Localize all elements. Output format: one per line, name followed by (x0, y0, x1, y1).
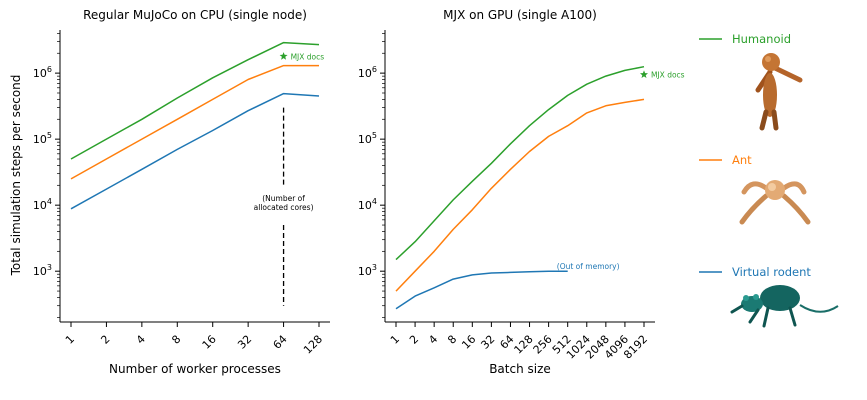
gpu-chart-title: MJX on GPU (single A100) (443, 8, 597, 22)
cpu-y-tick-label: 105 (33, 131, 52, 146)
gpu-x-tick-label: 256 (531, 333, 555, 357)
cpu-x-tick-label: 2 (98, 333, 112, 347)
shared-y-axis-label: Total simulation steps per second (9, 75, 23, 277)
legend: Humanoid Ant (699, 32, 839, 328)
cpu-series-humanoid (70, 41, 320, 160)
cpu-x-tick-label: 16 (200, 333, 219, 352)
cpu-y-tick-label: 106 (33, 65, 52, 80)
gpu-x-tick-label: 2 (407, 333, 421, 347)
legend-item-humanoid: Humanoid (699, 32, 803, 131)
cpu-chart-title: Regular MuJoCo on CPU (single node) (83, 8, 307, 22)
cpu-y-tick-label: 104 (33, 197, 52, 212)
gpu-y-tick-label: 105 (358, 131, 377, 146)
cpu-annotation-text: allocated cores) (254, 203, 314, 212)
cpu-x-tick-label: 128 (301, 333, 325, 357)
gpu-chart-panel: MJX on GPU (single A100) 103 104 105 106 1 2 4 8… (358, 8, 685, 376)
legend-label-humanoid: Humanoid (732, 32, 791, 46)
gpu-series-ant (395, 98, 645, 292)
cpu-annotation-text: (Number of (262, 194, 305, 203)
legend-label-rodent: Virtual rodent (732, 265, 811, 279)
cpu-x-tick-label: 32 (235, 333, 254, 352)
legend-label-ant: Ant (732, 153, 752, 167)
cpu-x-tick-label: 8 (169, 333, 183, 347)
gpu-series-humanoid (395, 65, 645, 261)
gpu-y-tick-label: 103 (358, 263, 377, 278)
cpu-x-tick-label: 1 (63, 333, 77, 347)
legend-item-rodent: Virtual rodent (699, 265, 839, 328)
gpu-series-virtual-rodent (395, 270, 568, 310)
gpu-x-tick-label: 32 (478, 333, 497, 352)
cpu-y-tick-label: 103 (33, 263, 52, 278)
cpu-series-ant (70, 64, 319, 180)
cpu-chart-panel: Regular MuJoCo on CPU (single node) 103 10… (33, 8, 330, 376)
gpu-star-marker (640, 70, 648, 78)
gpu-x-tick-label: 1 (388, 333, 402, 347)
legend-item-ant: Ant (699, 153, 811, 225)
cpu-series-virtual-rodent (70, 92, 320, 210)
gpu-x-tick-label: 128 (512, 333, 536, 357)
gpu-x-tick-label: 16 (459, 333, 478, 352)
cpu-x-tick-label: 64 (271, 333, 290, 352)
cpu-star-marker (279, 52, 288, 60)
rodent-figure-icon (730, 285, 839, 328)
cpu-x-tick-label: 4 (134, 333, 148, 347)
ant-figure-icon (739, 180, 811, 225)
gpu-x-tick-label: 8 (445, 333, 459, 347)
humanoid-figure-icon (755, 53, 803, 131)
cpu-marker-label: MJX docs (291, 52, 325, 61)
gpu-marker-label: MJX docs (651, 71, 685, 80)
gpu-x-axis-label: Batch size (489, 362, 551, 376)
gpu-x-tick-label: 4 (426, 333, 440, 347)
cpu-x-axis-label: Number of worker processes (109, 362, 281, 376)
gpu-y-tick-label: 106 (358, 65, 377, 80)
gpu-annotation-text: (Out of memory) (557, 262, 620, 271)
gpu-y-tick-label: 104 (358, 197, 377, 212)
